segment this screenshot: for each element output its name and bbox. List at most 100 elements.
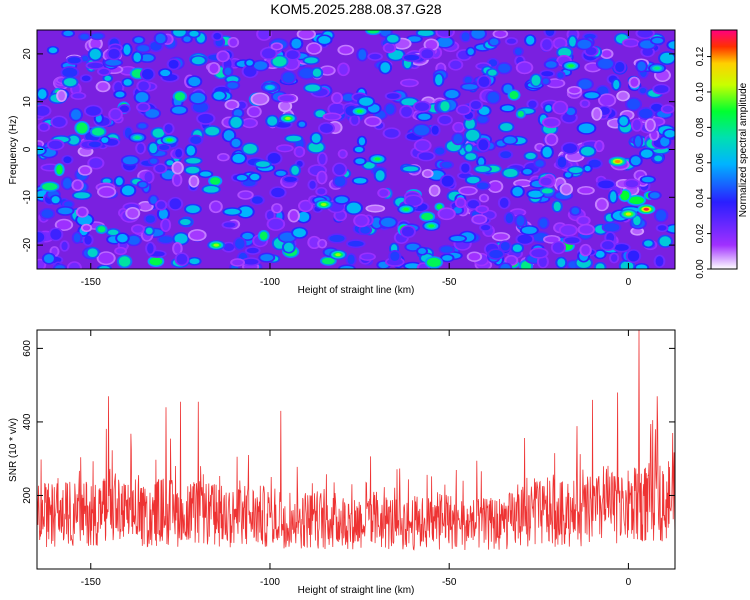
- spectrogram-cell: [441, 161, 452, 168]
- spectrogram-cell: [119, 105, 129, 113]
- spectrogram-cell: [37, 232, 45, 243]
- spectrogram-cell: [418, 152, 434, 160]
- spectrogram-cell: [488, 69, 497, 76]
- spectrogram-cell: [85, 106, 101, 116]
- spectrogram-cell: [117, 233, 128, 243]
- spectrogram-cell: [384, 128, 399, 138]
- spectrogram-cell: [498, 63, 511, 73]
- spectrogram-cell: [668, 41, 675, 49]
- spectrogram-cell: [229, 38, 238, 47]
- spectrogram-cell: [501, 105, 514, 112]
- x-tick-label: -50: [442, 277, 457, 288]
- spectrogram-cell: [456, 198, 465, 207]
- spectrogram-cell: [360, 226, 371, 234]
- spectrogram-cell: [611, 254, 618, 262]
- spectrogram-cell: [366, 117, 380, 126]
- spectrogram-cell: [168, 59, 179, 69]
- spectrogram-cell: [517, 110, 524, 118]
- spectrogram-cell: [639, 87, 647, 94]
- spectrogram-cell: [138, 81, 150, 91]
- colorbar-tick-label: 0.00: [695, 259, 706, 279]
- spectrogram-cell: [137, 143, 145, 153]
- spectrogram-cell: [630, 156, 641, 166]
- spectrogram-cell: [267, 153, 281, 164]
- spectrogram-cell: [453, 133, 463, 144]
- spectrogram-cell: [43, 254, 54, 264]
- colorbar-tick-label: 0.04: [695, 188, 706, 208]
- spectrogram-cell: [334, 176, 346, 187]
- spectrogram-cell: [620, 261, 634, 269]
- spectrogram-cell: [367, 30, 380, 34]
- colorbar-tick-label: 0.08: [695, 117, 706, 137]
- spectrogram-cell: [541, 71, 554, 77]
- spectrogram-cell: [54, 265, 65, 269]
- spectrogram-cell: [417, 30, 434, 37]
- spectrogram-cell: [37, 89, 47, 99]
- spectrogram-cell: [63, 78, 77, 87]
- spectrogram-cell: [489, 181, 502, 192]
- spectrogram-cell: [335, 211, 346, 220]
- spectrogram-cell: [307, 43, 321, 54]
- colorbar-tick-label: 0.10: [695, 82, 706, 102]
- spectrogram-cell: [418, 248, 427, 255]
- spectrogram-cell: [99, 187, 115, 197]
- spectrogram-cell: [500, 241, 510, 251]
- spectrogram-cell: [48, 47, 58, 54]
- spectrogram-cell: [297, 211, 310, 222]
- spectrogram-cell: [183, 36, 191, 42]
- spectrogram-cell: [84, 235, 92, 245]
- spectrogram-cell: [226, 76, 239, 83]
- spectrogram-cell: [299, 201, 312, 211]
- spectrogram-cell: [309, 237, 320, 248]
- spectrogram-cell: [127, 235, 140, 245]
- spectrogram-cell: [298, 30, 314, 39]
- spectrogram-cell: [203, 186, 219, 193]
- spectrogram-cell: [528, 100, 537, 109]
- spectrogram-cell: [557, 72, 564, 79]
- spectrogram-cell: [602, 50, 612, 58]
- spectrogram-cell: [445, 90, 459, 99]
- spectrogram-y-label: Frequency (Hz): [8, 116, 19, 185]
- spectrogram-cell: [272, 56, 287, 67]
- spectrogram-cell: [545, 236, 559, 243]
- spectrogram-cell: [552, 242, 564, 253]
- spectrogram-cell: [386, 93, 400, 99]
- y-tick-label: 200: [22, 487, 33, 504]
- spectrogram-cell: [415, 140, 430, 151]
- colorbar-label: Normalized spectral amplitude: [738, 82, 749, 217]
- spectrogram-cell: [457, 106, 470, 114]
- spectrogram-cell: [578, 79, 592, 90]
- spectrogram-cell: [596, 141, 603, 151]
- spectrogram-cell: [63, 156, 72, 164]
- spectrogram-hot-spot: [568, 64, 574, 68]
- spectrogram-cell: [632, 228, 643, 235]
- spectrogram-cell: [189, 30, 199, 37]
- spectrogram-cell: [89, 141, 101, 148]
- spectrogram-cell: [115, 177, 123, 186]
- spectrogram-cell: [425, 39, 438, 50]
- spectrogram-cell: [542, 146, 552, 158]
- spectrogram-cell: [566, 107, 576, 116]
- spectrogram-cell: [174, 233, 188, 244]
- spectrogram-cell: [637, 61, 646, 72]
- spectrogram-cell: [213, 32, 222, 40]
- spectrogram-cell: [235, 238, 245, 249]
- spectrogram-cell: [545, 105, 552, 112]
- spectrogram-cell: [68, 135, 80, 145]
- spectrogram-cell: [243, 119, 257, 127]
- spectrogram-cell: [467, 48, 474, 55]
- spectrogram-cell: [251, 196, 263, 204]
- snr-x-label: Height of straight line (km): [298, 585, 415, 596]
- spectrogram-hot-spot: [625, 212, 632, 216]
- spectrogram-hot-spot: [374, 157, 381, 161]
- spectrogram-cell: [371, 217, 382, 229]
- spectrogram-cell: [418, 113, 431, 120]
- spectrogram-cell: [478, 157, 485, 166]
- spectrogram-cell: [528, 190, 543, 198]
- spectrogram-cell: [236, 175, 247, 181]
- spectrogram-cell: [140, 54, 154, 62]
- spectrogram-cell: [122, 156, 138, 165]
- spectrogram-cell: [37, 146, 45, 155]
- spectrogram-cell: [144, 171, 153, 183]
- spectrogram-cell: [81, 75, 91, 82]
